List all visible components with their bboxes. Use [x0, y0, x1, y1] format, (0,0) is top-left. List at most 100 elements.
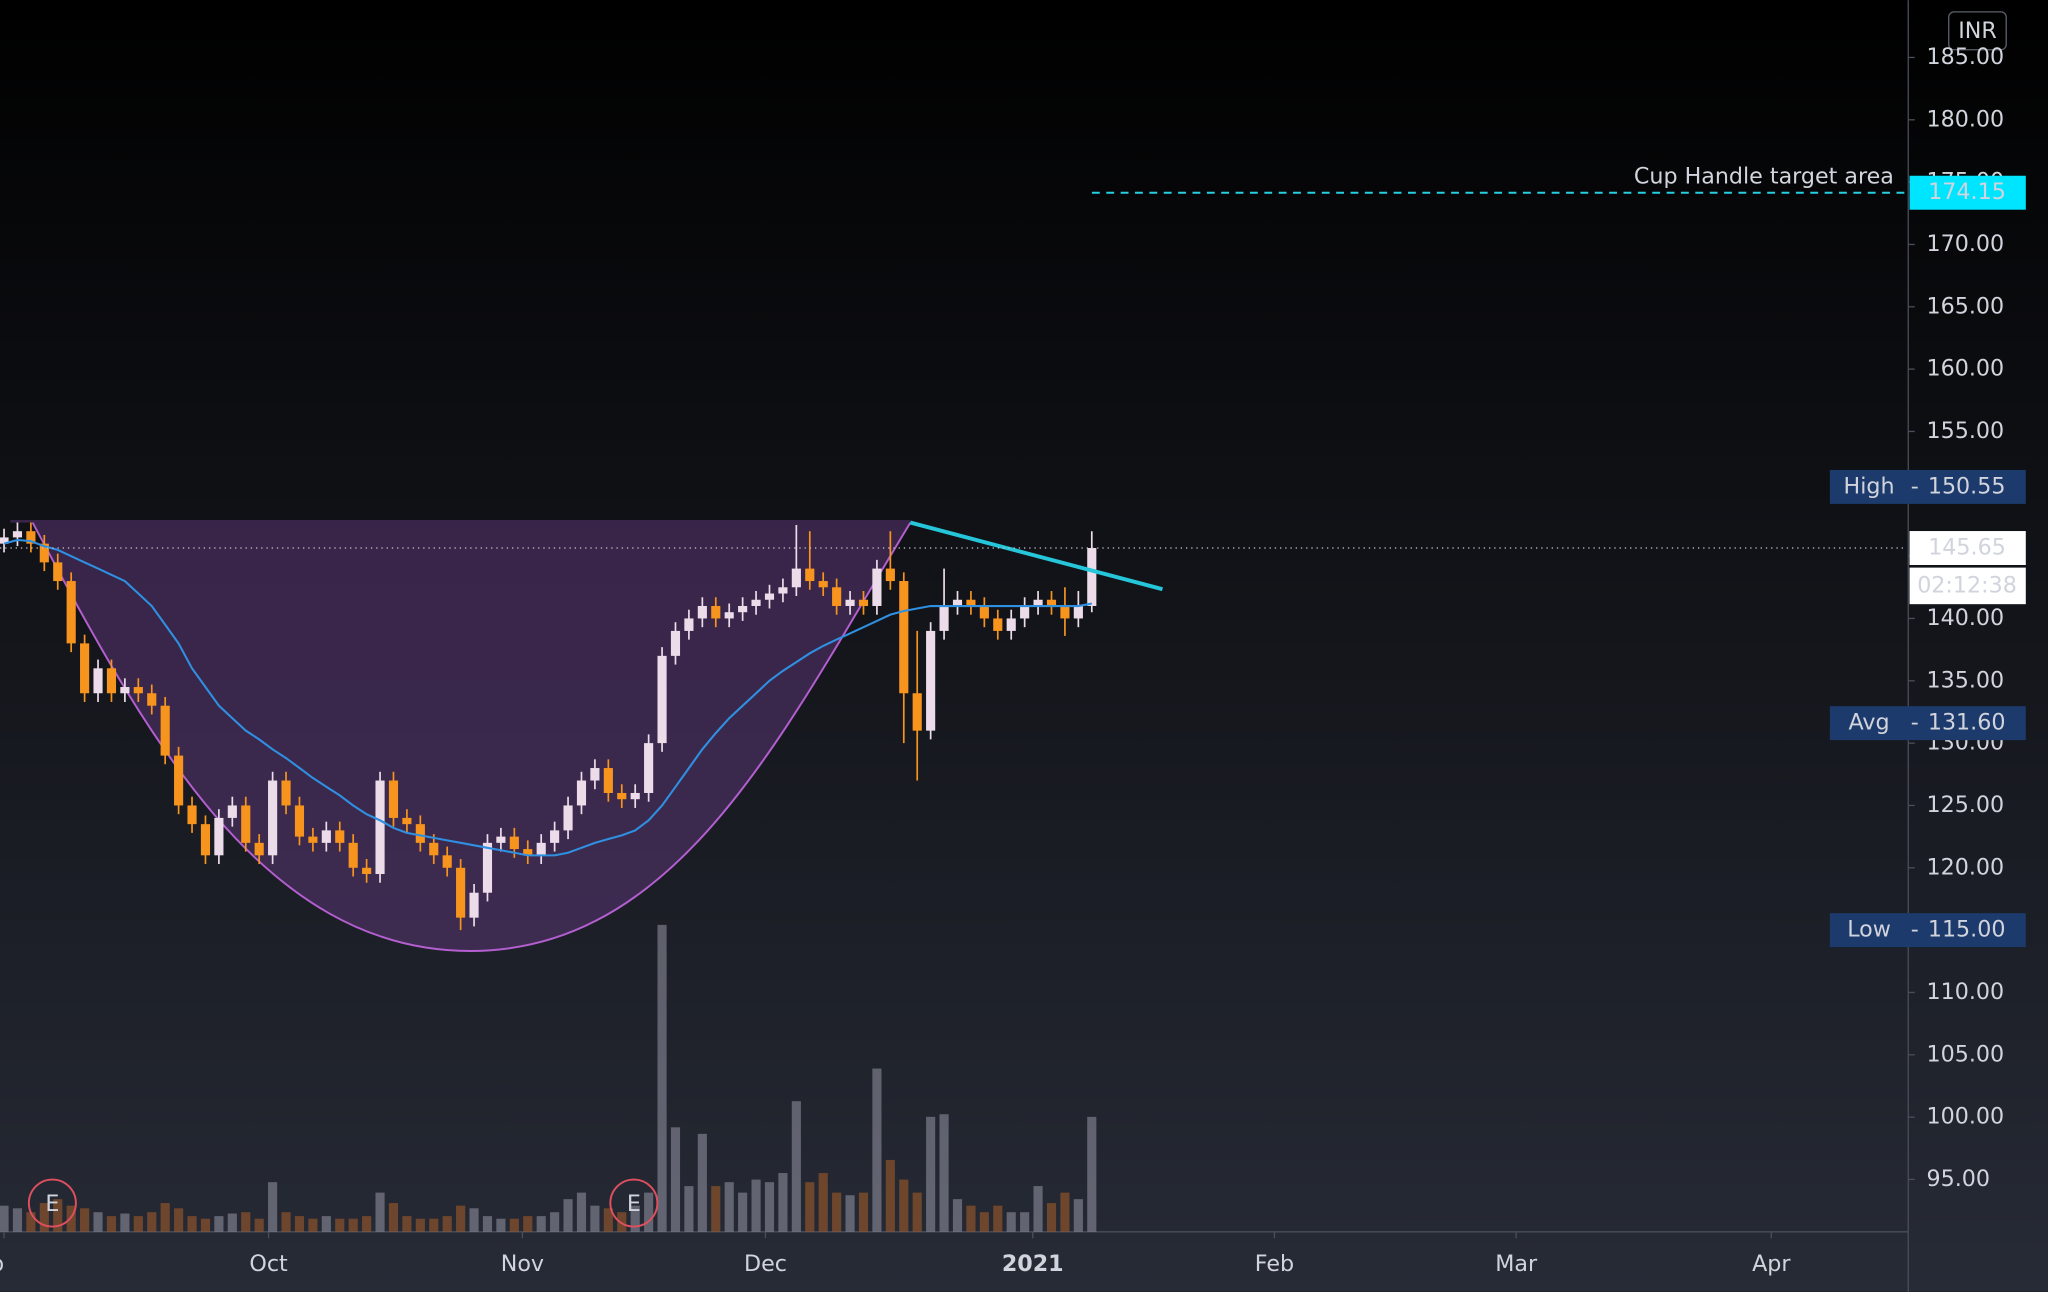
- countdown: 02:12:38: [1917, 572, 2017, 598]
- volume-bar: [482, 1216, 493, 1232]
- volume-bar: [872, 1068, 882, 1232]
- volume-bar: [469, 1208, 479, 1232]
- price-label-value: 150.55: [1928, 473, 2006, 499]
- x-tick-label: 2021: [1002, 1251, 1064, 1277]
- candle-body: [711, 605, 721, 619]
- price-label-name: High: [1844, 473, 1895, 499]
- x-tick-label: Oct: [249, 1251, 288, 1277]
- candle-body: [912, 693, 922, 731]
- volume-bar: [93, 1212, 103, 1232]
- volume-bar: [939, 1114, 949, 1232]
- earnings-label: E: [627, 1191, 641, 1217]
- candle-body: [979, 605, 989, 619]
- volume-bar: [509, 1218, 519, 1232]
- candle-body: [872, 568, 882, 606]
- candle-body: [550, 830, 560, 843]
- candle-body: [402, 817, 412, 825]
- volume-bar: [294, 1216, 305, 1232]
- candle-body: [133, 687, 143, 694]
- y-tick-label: 120.00: [1927, 854, 2005, 880]
- price-label-box: [1829, 469, 2026, 504]
- volume-bar: [885, 1159, 895, 1232]
- volume-bar: [711, 1186, 721, 1232]
- candle-body: [66, 581, 76, 644]
- candle-body: [536, 842, 546, 856]
- volume-bar: [805, 1182, 815, 1232]
- volume-bar: [966, 1205, 976, 1232]
- y-tick-label: 135.00: [1927, 667, 2005, 693]
- candle-body: [268, 780, 278, 856]
- volume-bar: [227, 1213, 237, 1232]
- volume-bar: [858, 1192, 869, 1232]
- candle-body: [442, 855, 452, 868]
- y-tick-label: 185.00: [1927, 44, 2005, 70]
- volume-bar: [375, 1192, 385, 1232]
- candle-body: [670, 630, 681, 656]
- candle-body: [93, 668, 103, 694]
- candle-body: [952, 599, 963, 606]
- candle-body: [791, 568, 801, 588]
- volume-bar: [456, 1205, 466, 1232]
- volume-bar: [388, 1203, 399, 1232]
- candle-body: [160, 705, 170, 756]
- candle-body: [509, 836, 519, 850]
- volume-bar: [80, 1208, 90, 1232]
- candle-body: [241, 805, 251, 843]
- y-tick-label: 160.00: [1927, 356, 2005, 382]
- y-tick-label: 170.00: [1927, 231, 2005, 257]
- candle-body: [993, 618, 1003, 631]
- x-tick-label: Dec: [744, 1251, 787, 1277]
- candle-body: [335, 830, 345, 843]
- volume-bar: [550, 1212, 560, 1232]
- volume-bar: [1046, 1203, 1057, 1232]
- candle-body: [858, 599, 869, 606]
- volume-bar: [402, 1216, 412, 1232]
- volume-bar: [281, 1212, 291, 1232]
- price-label-value: 131.60: [1928, 710, 2006, 736]
- candle-body: [523, 849, 533, 856]
- volume-bar: [442, 1216, 452, 1232]
- y-tick-label: 140.00: [1927, 605, 2005, 631]
- candle-body: [751, 599, 761, 606]
- candle-body: [53, 562, 63, 582]
- volume-bar: [12, 1208, 23, 1232]
- price-label-sep: -: [1911, 917, 1919, 943]
- volume-bar: [657, 924, 667, 1232]
- volume-bar: [791, 1101, 801, 1232]
- candle-body: [200, 824, 211, 856]
- x-tick-label: Apr: [1752, 1251, 1791, 1277]
- volume-bar: [670, 1127, 681, 1232]
- volume-bar: [697, 1133, 707, 1232]
- cup-curve: [31, 522, 912, 952]
- y-tick-label: 100.00: [1927, 1104, 2005, 1130]
- volume-bar: [160, 1203, 170, 1232]
- volume-bar: [644, 1192, 654, 1232]
- candle-body: [227, 805, 237, 818]
- volume-bar: [174, 1208, 184, 1232]
- candle-body: [0, 537, 9, 544]
- candle-body: [603, 768, 613, 793]
- candle-body: [630, 792, 640, 800]
- x-tick-label: ep: [0, 1251, 4, 1277]
- volume-bar: [241, 1212, 251, 1232]
- candle-body: [684, 618, 694, 631]
- volume-bar: [147, 1212, 157, 1232]
- candle-body: [187, 805, 197, 825]
- candle-body: [321, 830, 331, 843]
- candle-body: [1006, 618, 1016, 631]
- candle-body: [885, 568, 895, 582]
- candle-body: [294, 805, 305, 837]
- last-price-label: 145.65: [1928, 535, 2006, 561]
- volume-bar: [308, 1218, 318, 1232]
- volume-bar: [39, 1203, 49, 1232]
- volume-bar: [1060, 1192, 1070, 1232]
- candle-body: [966, 599, 976, 606]
- candle-body: [724, 612, 734, 619]
- candle-body: [415, 824, 425, 843]
- volume-bar: [268, 1182, 278, 1232]
- volume-bar: [362, 1216, 372, 1232]
- candle-body: [832, 587, 842, 606]
- candle-body: [26, 531, 36, 544]
- candle-body: [764, 593, 775, 600]
- countdown-box: [1909, 567, 2026, 605]
